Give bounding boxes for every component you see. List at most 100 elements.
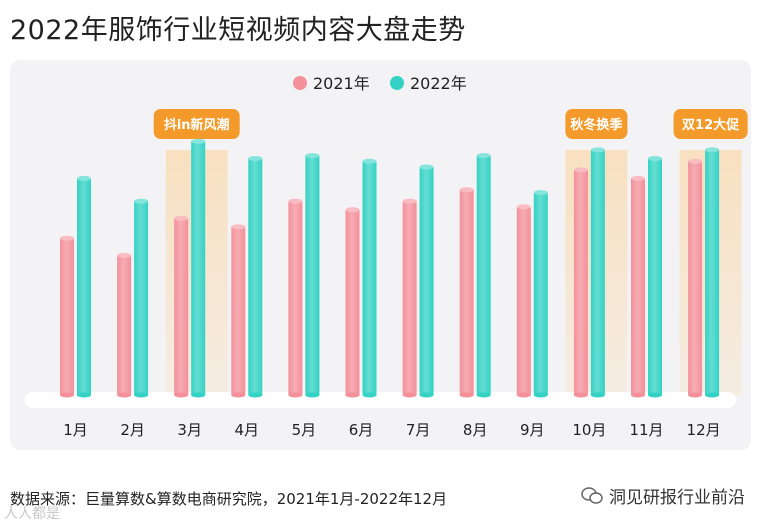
bar-base <box>705 392 720 398</box>
bar-cap <box>191 138 206 144</box>
bar-base <box>117 392 132 398</box>
bar-2022-5 <box>305 155 320 395</box>
legend-swatch-2021 <box>293 76 307 90</box>
x-tick-label: 1月 <box>63 421 88 439</box>
bar-cap <box>77 175 91 181</box>
legend-label: 2021年 <box>313 74 370 93</box>
bar-cap <box>117 252 132 258</box>
bar-base <box>362 392 377 398</box>
bar-2022-8 <box>476 155 491 395</box>
x-tick-label: 8月 <box>463 421 488 439</box>
legend-swatch-2022 <box>390 76 404 90</box>
bar-cap <box>533 190 548 196</box>
bar-base <box>345 392 360 398</box>
bar-2022-12 <box>705 149 720 395</box>
chart-area: 抖in新风潮 秋冬换季 双12大促 1月 2月 3月 4月 5月 6月 7月 8月 9月 10月 11月 1… <box>10 60 751 450</box>
bar-2021-6 <box>345 209 360 395</box>
watermark: 人人都是 <box>4 506 60 522</box>
bar-2021-2 <box>117 255 132 395</box>
bar-cap <box>288 198 303 204</box>
x-tick-label: 3月 <box>177 421 202 439</box>
bar-base <box>631 392 645 398</box>
x-tick-label: 11月 <box>629 421 663 439</box>
chart-floor <box>25 392 736 408</box>
wechat-icon <box>581 486 603 504</box>
bar-base <box>191 392 206 398</box>
bar-cap <box>134 198 149 204</box>
bar-cap <box>419 164 434 170</box>
bar-2021-12 <box>688 161 703 395</box>
x-tick-label: 9月 <box>520 421 545 439</box>
bar-base <box>305 392 320 398</box>
bar-2021-3 <box>174 218 189 395</box>
bar-2021-7 <box>402 201 417 395</box>
bar-base <box>648 392 662 398</box>
callout-badge <box>153 109 240 139</box>
bar-base <box>288 392 303 398</box>
bar-cap <box>60 235 74 241</box>
bar-cap <box>476 153 491 159</box>
bar-2022-10 <box>590 149 605 395</box>
bar-base <box>516 392 531 398</box>
bar-2022-9 <box>533 192 548 395</box>
x-tick-label: 2月 <box>120 421 145 439</box>
bar-cap <box>516 204 531 210</box>
bar-cap <box>590 147 605 153</box>
bar-cap <box>231 224 246 230</box>
bar-cap <box>305 153 320 159</box>
bar-cap <box>362 158 377 164</box>
bar-2021-11 <box>631 178 645 395</box>
bar-base <box>419 392 434 398</box>
bar-2022-6 <box>362 161 377 395</box>
bar-base <box>60 392 74 398</box>
bar-2021-4 <box>231 226 246 395</box>
bar-cap <box>648 155 662 161</box>
bar-base <box>77 392 91 398</box>
bar-2022-7 <box>419 167 434 395</box>
bar-base <box>590 392 605 398</box>
bar-base <box>231 392 246 398</box>
x-tick-label: 5月 <box>292 421 317 439</box>
bar-cap <box>345 207 360 213</box>
bar-base <box>459 392 474 398</box>
bar-2022-1 <box>77 178 91 395</box>
callout-label: 抖in新风潮 <box>164 117 230 133</box>
callout-badge <box>673 109 748 139</box>
bar-cap <box>459 187 474 193</box>
callout-label: 秋冬换季 <box>570 117 622 133</box>
bar-2022-3 <box>191 141 206 395</box>
bar-cap <box>402 198 417 204</box>
bar-base <box>402 392 417 398</box>
x-tick-label: 6月 <box>349 421 374 439</box>
page-title: 2022年服饰行业短视频内容大盘走势 <box>10 15 466 46</box>
bar-chart: 抖in新风潮 秋冬换季 双12大促 1月 2月 3月 4月 5月 6月 7月 8月 9月 10月 11月 1… <box>25 74 748 439</box>
bar-2022-2 <box>134 201 149 395</box>
bar-base <box>174 392 189 398</box>
x-tick-label: 10月 <box>572 421 606 439</box>
bar-cap <box>248 155 263 161</box>
data-source-note: 数据来源：巨量算数&算数电商研究院，2021年1月-2022年12月 <box>10 490 448 508</box>
bar-base <box>134 392 149 398</box>
bar-2021-8 <box>459 189 474 395</box>
bar-base <box>248 392 263 398</box>
bar-base <box>688 392 703 398</box>
legend-label: 2022年 <box>410 74 467 93</box>
x-tick-label: 7月 <box>406 421 431 439</box>
callout-label: 双12大促 <box>682 117 740 133</box>
bar-2021-1 <box>60 238 74 395</box>
bar-base <box>476 392 491 398</box>
x-tick-label: 12月 <box>687 421 721 439</box>
bar-base <box>573 392 588 398</box>
brand-logo: 洞见研报行业前沿 <box>581 483 745 508</box>
bar-2022-11 <box>648 158 662 395</box>
bar-2021-9 <box>516 206 531 395</box>
x-tick-label: 4月 <box>235 421 260 439</box>
bar-2021-10 <box>573 169 588 395</box>
bar-base <box>533 392 548 398</box>
bar-cap <box>174 215 189 221</box>
callout-badge <box>565 109 628 139</box>
brand-name: 洞见研报行业前沿 <box>609 488 745 508</box>
bar-cap <box>688 158 703 164</box>
bar-cap <box>705 147 720 153</box>
bar-cap <box>631 175 645 181</box>
